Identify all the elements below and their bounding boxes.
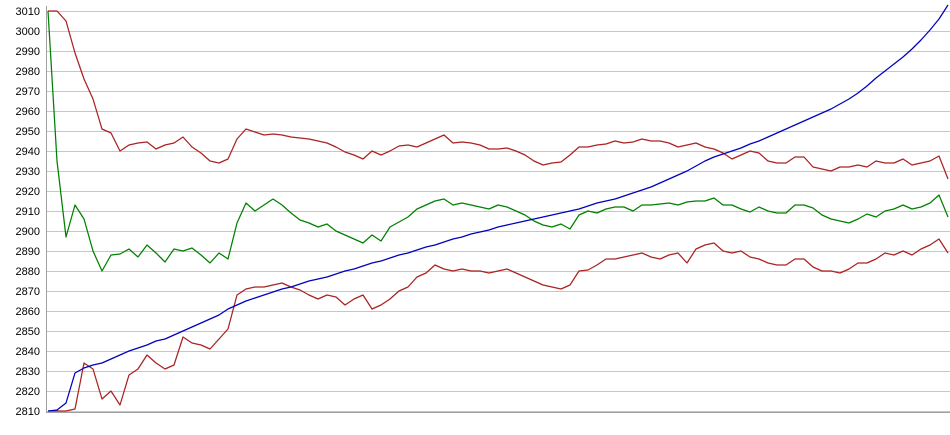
series-upper-band xyxy=(48,10,949,180)
y-axis-label: 2810 xyxy=(16,406,40,418)
y-axis-label: 2980 xyxy=(16,66,40,78)
y-axis-label: 2820 xyxy=(16,386,40,398)
y-axis-label: 2860 xyxy=(16,306,40,318)
y-axis-label: 2840 xyxy=(16,346,40,358)
series-middle-line xyxy=(47,10,949,272)
y-axis-label: 3010 xyxy=(16,6,40,18)
y-axis-label: 2890 xyxy=(16,246,40,258)
y-axis-label: 2830 xyxy=(16,366,40,378)
y-axis-label: 2900 xyxy=(16,226,40,238)
y-axis-label: 2910 xyxy=(16,206,40,218)
y-axis-label: 2880 xyxy=(16,266,40,278)
y-axis-label: 2970 xyxy=(16,86,40,98)
y-axis-label: 2960 xyxy=(16,106,40,118)
series-lower-band xyxy=(48,238,949,412)
y-axis-label: 2940 xyxy=(16,146,40,158)
y-axis-label: 2920 xyxy=(16,186,40,198)
series-balance-curve xyxy=(47,4,949,412)
y-axis-label: 2950 xyxy=(16,126,40,138)
y-axis-label: 2930 xyxy=(16,166,40,178)
y-axis-label: 2870 xyxy=(16,286,40,298)
y-axis-label: 2850 xyxy=(16,326,40,338)
y-axis-label: 2990 xyxy=(16,46,40,58)
y-axis-label: 3000 xyxy=(16,26,40,38)
